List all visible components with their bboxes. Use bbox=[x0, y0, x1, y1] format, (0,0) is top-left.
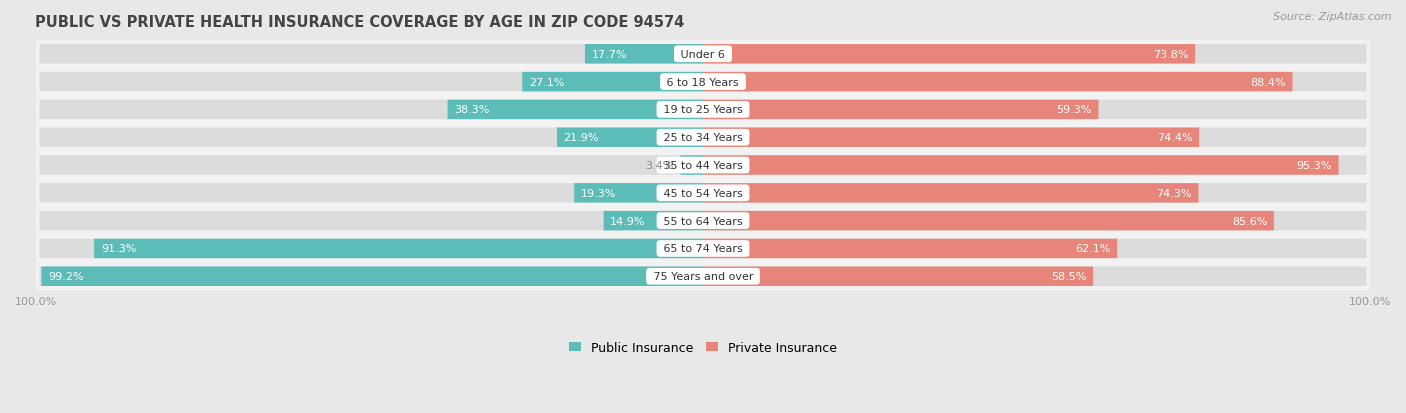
Text: 65 to 74 Years: 65 to 74 Years bbox=[659, 244, 747, 254]
FancyBboxPatch shape bbox=[603, 211, 703, 231]
FancyBboxPatch shape bbox=[703, 267, 1367, 286]
FancyBboxPatch shape bbox=[703, 211, 1274, 231]
Text: PUBLIC VS PRIVATE HEALTH INSURANCE COVERAGE BY AGE IN ZIP CODE 94574: PUBLIC VS PRIVATE HEALTH INSURANCE COVER… bbox=[35, 15, 685, 30]
FancyBboxPatch shape bbox=[41, 267, 703, 286]
FancyBboxPatch shape bbox=[703, 100, 1098, 120]
FancyBboxPatch shape bbox=[39, 100, 703, 120]
Text: 99.2%: 99.2% bbox=[48, 272, 84, 282]
FancyBboxPatch shape bbox=[703, 211, 1367, 231]
Text: 73.8%: 73.8% bbox=[1153, 50, 1188, 59]
FancyBboxPatch shape bbox=[37, 250, 1369, 303]
Text: 74.3%: 74.3% bbox=[1156, 188, 1192, 198]
Text: 6 to 18 Years: 6 to 18 Years bbox=[664, 77, 742, 88]
FancyBboxPatch shape bbox=[703, 73, 1292, 92]
Text: 38.3%: 38.3% bbox=[454, 105, 489, 115]
Text: 27.1%: 27.1% bbox=[529, 77, 564, 88]
Text: 55 to 64 Years: 55 to 64 Years bbox=[659, 216, 747, 226]
FancyBboxPatch shape bbox=[37, 112, 1369, 164]
FancyBboxPatch shape bbox=[37, 56, 1369, 109]
Text: 91.3%: 91.3% bbox=[101, 244, 136, 254]
FancyBboxPatch shape bbox=[681, 156, 703, 176]
FancyBboxPatch shape bbox=[703, 128, 1367, 147]
FancyBboxPatch shape bbox=[39, 211, 703, 231]
Text: 35 to 44 Years: 35 to 44 Years bbox=[659, 161, 747, 171]
FancyBboxPatch shape bbox=[37, 28, 1369, 81]
FancyBboxPatch shape bbox=[703, 239, 1367, 259]
Text: 88.4%: 88.4% bbox=[1250, 77, 1286, 88]
FancyBboxPatch shape bbox=[94, 239, 703, 259]
FancyBboxPatch shape bbox=[37, 223, 1369, 275]
FancyBboxPatch shape bbox=[703, 128, 1199, 147]
FancyBboxPatch shape bbox=[39, 156, 703, 176]
FancyBboxPatch shape bbox=[703, 156, 1367, 176]
Text: 58.5%: 58.5% bbox=[1052, 272, 1087, 282]
Text: 75 Years and over: 75 Years and over bbox=[650, 272, 756, 282]
FancyBboxPatch shape bbox=[703, 156, 1339, 176]
FancyBboxPatch shape bbox=[703, 100, 1367, 120]
Text: Source: ZipAtlas.com: Source: ZipAtlas.com bbox=[1274, 12, 1392, 22]
Text: 21.9%: 21.9% bbox=[564, 133, 599, 143]
Text: 25 to 34 Years: 25 to 34 Years bbox=[659, 133, 747, 143]
FancyBboxPatch shape bbox=[585, 45, 703, 64]
Text: 14.9%: 14.9% bbox=[610, 216, 645, 226]
FancyBboxPatch shape bbox=[37, 195, 1369, 247]
FancyBboxPatch shape bbox=[703, 239, 1118, 259]
FancyBboxPatch shape bbox=[39, 73, 703, 92]
Legend: Public Insurance, Private Insurance: Public Insurance, Private Insurance bbox=[568, 341, 838, 354]
Text: 85.6%: 85.6% bbox=[1232, 216, 1267, 226]
FancyBboxPatch shape bbox=[39, 267, 703, 286]
FancyBboxPatch shape bbox=[703, 267, 1092, 286]
FancyBboxPatch shape bbox=[37, 84, 1369, 136]
FancyBboxPatch shape bbox=[703, 45, 1367, 64]
FancyBboxPatch shape bbox=[703, 45, 1195, 64]
FancyBboxPatch shape bbox=[557, 128, 703, 147]
Text: 74.4%: 74.4% bbox=[1157, 133, 1192, 143]
FancyBboxPatch shape bbox=[39, 45, 703, 64]
Text: 62.1%: 62.1% bbox=[1076, 244, 1111, 254]
FancyBboxPatch shape bbox=[39, 184, 703, 203]
FancyBboxPatch shape bbox=[703, 73, 1367, 92]
Text: 19.3%: 19.3% bbox=[581, 188, 616, 198]
FancyBboxPatch shape bbox=[522, 73, 703, 92]
FancyBboxPatch shape bbox=[37, 139, 1369, 192]
FancyBboxPatch shape bbox=[574, 184, 703, 203]
FancyBboxPatch shape bbox=[703, 184, 1198, 203]
Text: 19 to 25 Years: 19 to 25 Years bbox=[659, 105, 747, 115]
FancyBboxPatch shape bbox=[39, 128, 703, 147]
FancyBboxPatch shape bbox=[447, 100, 703, 120]
Text: 17.7%: 17.7% bbox=[592, 50, 627, 59]
FancyBboxPatch shape bbox=[39, 239, 703, 259]
Text: Under 6: Under 6 bbox=[678, 50, 728, 59]
Text: 3.4%: 3.4% bbox=[645, 161, 673, 171]
Text: 45 to 54 Years: 45 to 54 Years bbox=[659, 188, 747, 198]
FancyBboxPatch shape bbox=[703, 184, 1367, 203]
Text: 95.3%: 95.3% bbox=[1296, 161, 1331, 171]
FancyBboxPatch shape bbox=[37, 167, 1369, 220]
Text: 59.3%: 59.3% bbox=[1056, 105, 1092, 115]
